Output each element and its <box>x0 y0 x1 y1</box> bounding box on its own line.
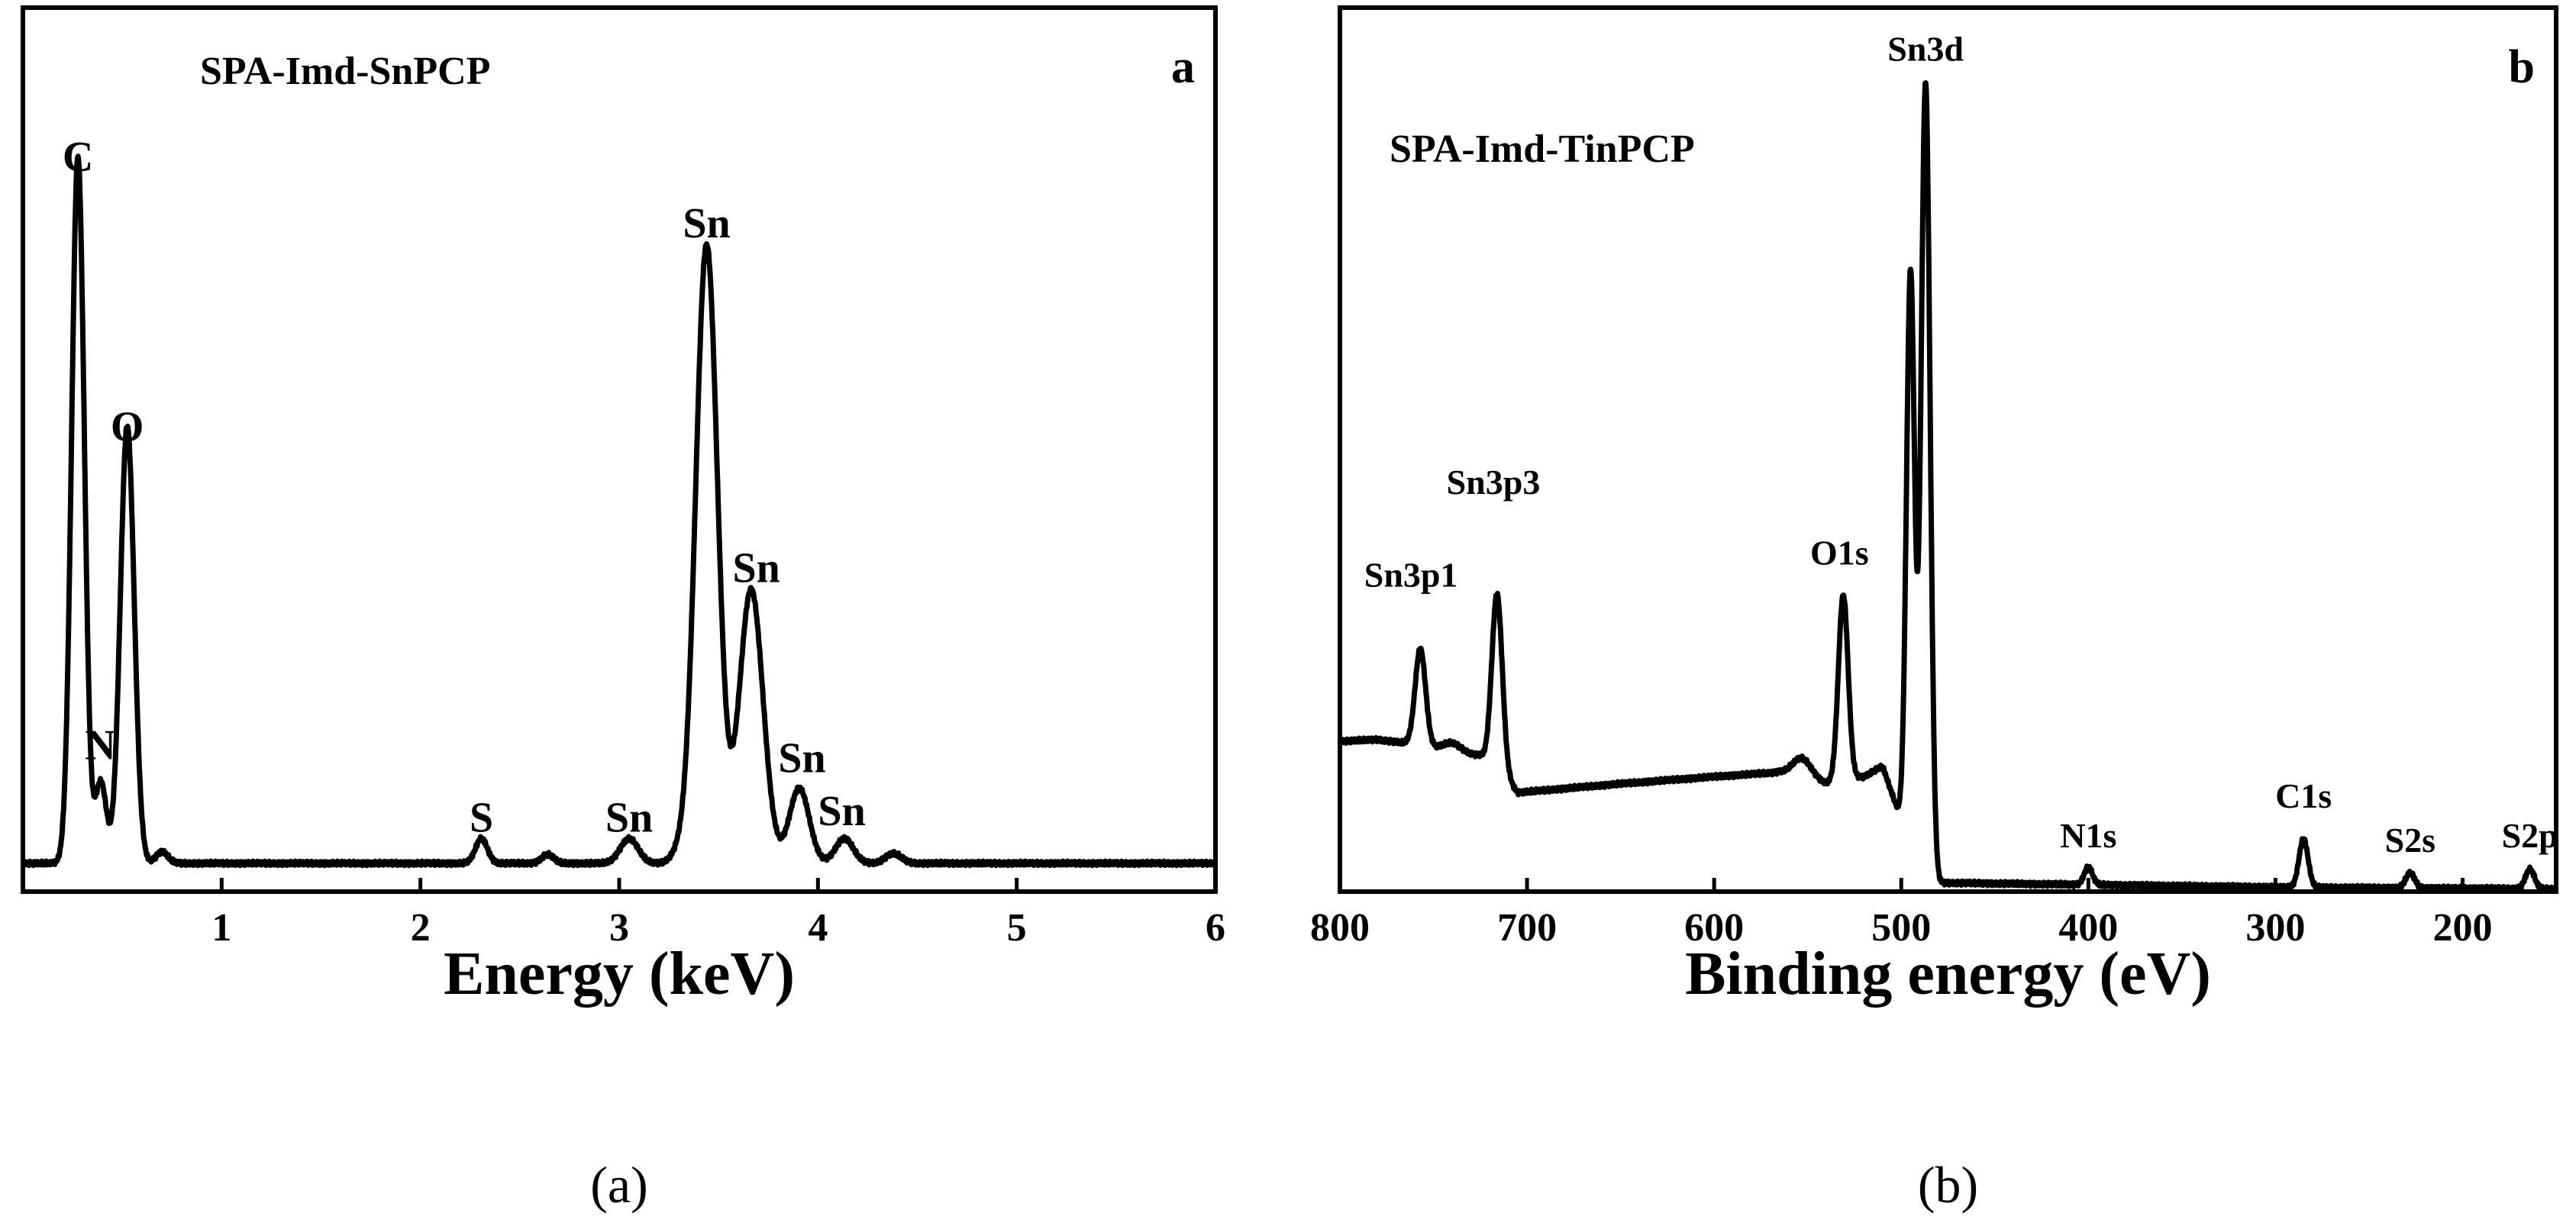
panel-b-peak-label: Sn3p1 <box>1364 555 1458 594</box>
panel-b-ticks: 800 700 600 500 400 300 200 <box>1310 878 2492 950</box>
panel-b-x-tick-label: 300 <box>2245 906 2305 950</box>
panel-b-caption: (b) <box>1918 1156 1978 1214</box>
panel-a-x-tick-label: 1 <box>211 906 231 950</box>
panel-a-x-tick-label: 4 <box>808 906 828 950</box>
panel-a-caption: (a) <box>590 1156 647 1214</box>
panel-a-peak-label: Sn <box>605 794 653 841</box>
panel-b-peak-label: C1s <box>2275 776 2332 815</box>
panel-a-x-tick-label: 3 <box>609 906 629 950</box>
panel-b-frame <box>1338 5 2558 894</box>
panel-b-title: SPA-Imd-TinPCP <box>1390 127 1695 171</box>
panel-a-peak-label: Sn <box>732 545 780 592</box>
panel-a-x-tick-label: 2 <box>411 906 431 950</box>
panel-b-peak-label: S2s <box>2385 821 2436 860</box>
panel-a: C N O S Sn Sn Sn Sn Sn 1 2 3 4 5 6 SPA-Imd-SnPCP a En… <box>21 5 1225 1214</box>
panel-a-spectrum-line <box>21 153 1218 869</box>
panel-a-x-axis-label: Energy (keV) <box>444 940 795 1008</box>
panel-b: Sn3p1 Sn3p3 O1s Sn3d N1s C1s S2s S2p 800 700 600 5… <box>1310 5 2558 1214</box>
panel-b-x-tick-label: 400 <box>2058 906 2118 950</box>
panel-b-peak-label: S2p <box>2502 816 2558 855</box>
panel-a-x-tick-label: 6 <box>1206 906 1225 950</box>
panel-b-peak-label: Sn3p3 <box>1447 463 1541 502</box>
panel-b-x-tick-label: 600 <box>1684 906 1744 950</box>
panel-a-peak-label: Sn <box>683 200 730 247</box>
panel-a-title: SPA-Imd-SnPCP <box>200 50 490 93</box>
panel-a-ticks: 1 2 3 4 5 6 <box>211 878 1225 950</box>
panel-a-x-tick-label: 5 <box>1007 906 1027 950</box>
panel-b-peak-label: O1s <box>1810 534 1869 573</box>
panel-b-letter: b <box>2509 41 2535 93</box>
panel-b-spectrum-line <box>1338 80 2558 894</box>
panel-a-peak-labels: C N O S Sn Sn Sn Sn Sn <box>63 134 866 841</box>
panel-b-x-tick-label: 800 <box>1310 906 1370 950</box>
panel-b-x-tick-label: 500 <box>1871 906 1931 950</box>
panel-b-x-tick-label: 700 <box>1497 906 1557 950</box>
panel-a-peak-label: Sn <box>778 735 825 782</box>
panel-a-peak-label: S <box>470 794 493 841</box>
panel-a-peak-label: C <box>63 134 93 181</box>
panel-b-plot-area: Sn3p1 Sn3p3 O1s Sn3d N1s C1s S2s S2p <box>1338 29 2558 894</box>
panel-a-letter: a <box>1171 41 1195 93</box>
panel-b-x-tick-label: 200 <box>2432 906 2492 950</box>
panel-b-peak-label: Sn3d <box>1887 29 1964 68</box>
panel-a-peak-label: O <box>111 403 144 450</box>
panel-b-peak-label: N1s <box>2060 816 2116 855</box>
panel-b-peak-labels: Sn3p1 Sn3p3 O1s Sn3d N1s C1s S2s S2p <box>1364 29 2558 859</box>
panel-a-peak-label: Sn <box>818 788 865 835</box>
panel-a-plot-area: C N O S Sn Sn Sn Sn Sn <box>21 134 1218 869</box>
panel-b-x-axis-label: Binding energy (eV) <box>1685 940 2211 1008</box>
panel-a-peak-label: N <box>85 721 115 769</box>
